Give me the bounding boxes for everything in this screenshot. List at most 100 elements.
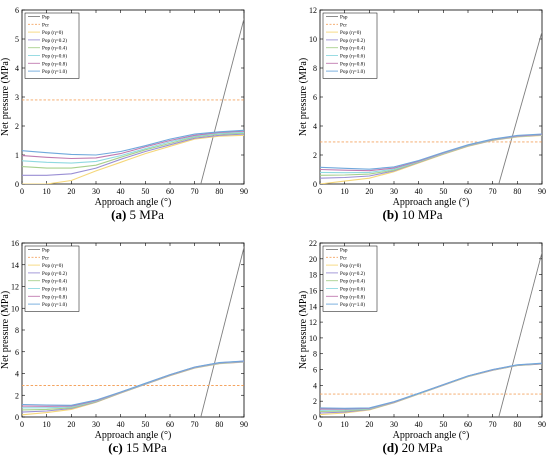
legend-label-a-7: Pop (η=1.0) (42, 68, 67, 75)
y-tick-label-d: 0 (313, 413, 317, 422)
y-axis-label-d: Net pressure (MPa) (298, 291, 309, 369)
y-tick-label-c: 16 (11, 239, 19, 248)
series-line-b-5 (320, 134, 542, 174)
legend-label-a-6: Pop (η=0.8) (42, 60, 67, 67)
y-tick-label-a: 0 (15, 180, 19, 189)
legend-label-d-7: Pop (η=1.0) (340, 301, 365, 308)
x-tick-label-c: 30 (92, 420, 100, 429)
series-line-a-5 (22, 131, 244, 164)
caption-d-tag: (d) (382, 440, 399, 455)
chart-panel-b: 0 10 20 30 40 50 60 70 80 90 0 2 4 6 8 10 12 Approach ang… (298, 6, 546, 208)
caption-a-tag: (a) (111, 207, 127, 222)
x-tick-label-b: 70 (489, 187, 497, 196)
legend-label-b-6: Pop (η=0.8) (340, 60, 365, 67)
caption-a: (a) 5 MPa (0, 207, 275, 223)
caption-a-text: 5 MPa (129, 207, 164, 222)
x-tick-label-c: 60 (166, 420, 174, 429)
x-tick-label-b: 80 (513, 187, 521, 196)
legend-label-c-7: Pop (η=1.0) (42, 301, 67, 308)
x-tick-label-a: 90 (240, 187, 248, 196)
series-line-d-5 (320, 362, 542, 411)
series-line-a-0 (200, 18, 244, 184)
x-tick-label-a: 10 (43, 187, 51, 196)
caption-c-text: 15 MPa (125, 440, 167, 455)
y-tick-label-c: 8 (15, 326, 19, 335)
series-line-c-5 (22, 360, 244, 409)
y-tick-label-d: 6 (313, 366, 317, 375)
y-tick-label-d: 22 (309, 239, 317, 248)
caption-b: (b) 10 MPa (275, 207, 550, 223)
series-line-a-2 (22, 134, 244, 184)
legend-label-b-5: Pop (η=0.6) (340, 53, 365, 60)
y-axis-label-a: Net pressure (MPa) (0, 58, 11, 136)
x-tick-label-b: 30 (390, 187, 398, 196)
x-tick-label-a: 20 (67, 187, 75, 196)
y-axis-label-b: Net pressure (MPa) (298, 58, 309, 136)
legend-box-a (24, 12, 80, 79)
x-tick-label-b: 60 (464, 187, 472, 196)
y-tick-label-c: 4 (15, 370, 19, 379)
x-axis-label-c: Approach angle (°) (95, 430, 172, 441)
legend-box-d (322, 245, 378, 312)
y-tick-label-d: 4 (313, 381, 317, 390)
x-tick-label-a: 30 (92, 187, 100, 196)
legend-label-b-7: Pop (η=1.0) (340, 68, 365, 75)
y-tick-label-c: 6 (15, 348, 19, 357)
series-line-a-4 (22, 132, 244, 169)
legend-label-b-2: Pop (η=0) (340, 29, 361, 36)
x-tick-label-a: 80 (215, 187, 223, 196)
x-tick-label-c: 0 (20, 420, 24, 429)
legend-box-b (322, 12, 378, 79)
legend-box-c (24, 245, 80, 312)
series-line-d-7 (320, 362, 542, 409)
x-tick-label-a: 0 (20, 187, 24, 196)
x-tick-label-d: 90 (538, 420, 546, 429)
legend-label-d-6: Pop (η=0.8) (340, 293, 365, 300)
legend-label-a-1: Pcr (42, 22, 49, 28)
y-tick-label-a: 2 (15, 122, 19, 131)
y-tick-label-d: 20 (309, 255, 317, 264)
x-tick-label-c: 90 (240, 420, 248, 429)
series-line-b-7 (320, 133, 542, 170)
x-tick-label-b: 90 (538, 187, 546, 196)
legend-label-d-1: Pcr (340, 255, 347, 261)
legend-label-a-2: Pop (η=0) (42, 29, 63, 36)
y-tick-label-d: 2 (313, 397, 317, 406)
y-tick-label-a: 5 (15, 35, 19, 44)
x-tick-label-c: 50 (141, 420, 149, 429)
x-tick-label-b: 0 (318, 187, 322, 196)
legend-label-b-3: Pop (η=0.2) (340, 37, 365, 44)
y-tick-label-a: 1 (15, 151, 19, 160)
legend-label-a-0: Psp (42, 15, 50, 21)
series-line-d-4 (320, 363, 542, 413)
series-group-c (22, 247, 244, 417)
x-tick-label-c: 70 (191, 420, 199, 429)
legend-label-a-3: Pop (η=0.2) (42, 37, 67, 44)
x-tick-label-d: 40 (415, 420, 423, 429)
plot-frame-d (319, 242, 543, 418)
series-line-a-7 (22, 129, 244, 156)
y-tick-label-c: 14 (11, 261, 19, 270)
legend-label-c-1: Pcr (42, 255, 49, 261)
caption-b-text: 10 MPa (401, 207, 443, 222)
y-tick-label-c: 0 (15, 413, 19, 422)
y-tick-label-a: 4 (15, 64, 19, 73)
legend-label-d-4: Pop (η=0.4) (340, 278, 365, 285)
y-tick-label-d: 18 (309, 271, 317, 280)
legend-label-b-1: Pcr (340, 22, 347, 28)
legend-label-b-4: Pop (η=0.4) (340, 45, 365, 52)
y-tick-label-d: 8 (313, 350, 317, 359)
x-tick-label-a: 40 (117, 187, 125, 196)
x-tick-label-c: 20 (67, 420, 75, 429)
legend-label-c-3: Pop (η=0.2) (42, 270, 67, 277)
y-tick-label-d: 16 (309, 286, 317, 295)
legend-label-d-0: Psp (340, 248, 348, 254)
series-line-c-0 (200, 247, 244, 417)
series-line-d-6 (320, 362, 542, 410)
y-tick-label-b: 10 (309, 35, 317, 44)
legend-label-a-4: Pop (η=0.4) (42, 45, 67, 52)
y-tick-label-a: 3 (15, 93, 19, 102)
x-tick-label-c: 80 (215, 420, 223, 429)
caption-c-tag: (c) (108, 440, 123, 455)
y-tick-label-c: 10 (11, 304, 19, 313)
